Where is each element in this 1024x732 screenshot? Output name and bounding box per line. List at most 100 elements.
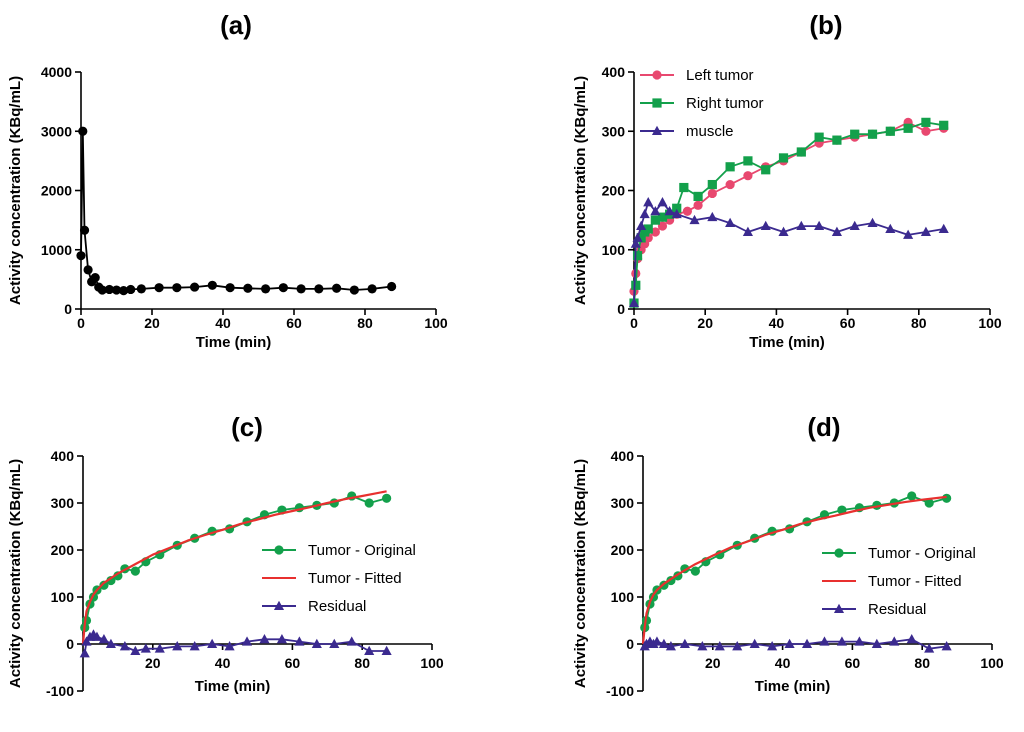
legend-marker [833,603,845,613]
legend-marker [652,98,662,108]
data-point [743,156,753,166]
series-b-2 [628,197,949,308]
data-point [632,232,643,242]
x-tick-label-a: 40 [215,315,231,331]
data-point [707,211,718,222]
data-point [329,638,340,648]
data-point [111,285,122,295]
data-point [938,223,949,233]
data-point [130,645,141,656]
series-line-c-1 [81,490,387,645]
x-tick-label-d: 60 [845,655,861,671]
data-point [784,638,795,648]
data-point [850,129,860,139]
data-point [920,226,931,236]
data-point [903,229,914,239]
y-tick-label-d: -100 [606,683,634,699]
x-tick-label-a: 20 [144,315,160,331]
data-point [778,153,789,163]
data-point [98,634,109,644]
series-a-0 [76,126,397,296]
data-point [261,284,271,294]
data-point [241,636,253,646]
y-axis-label-c: Activity concentration (KBq/mL) [7,459,24,688]
series-c-1 [81,490,387,645]
legend-label: Tumor - Fitted [868,573,962,590]
chart-panel-b: (b) 0 100 200 300 400 0 20 40 60 80 100 Time (min) Ac… [572,10,1002,351]
data-point [154,283,164,293]
data-point [849,220,860,231]
data-point [650,215,660,225]
series-c-2 [79,629,392,658]
legend-b: Left tumor Right tumor muscle [640,67,764,140]
legend-label: Residual [868,601,926,618]
data-point [885,223,896,233]
y-tick-label-a: 1000 [41,242,72,258]
data-point [867,217,878,228]
y-tick-label-b: 400 [602,64,626,80]
data-point [207,638,218,648]
panel-title-d: (d) [807,412,840,442]
x-tick-label-b: 100 [978,315,1002,331]
y-tick-label-c: 400 [51,448,75,464]
x-tick-label-c: 100 [420,655,444,671]
y-tick-label-a: 4000 [41,64,72,80]
legend-d: Tumor - Original Tumor - Fitted Residual [822,545,976,618]
data-point [831,226,842,236]
data-point [921,117,931,127]
data-point [91,631,103,641]
data-point [903,123,913,133]
legend-label: Tumor - Original [868,545,976,562]
x-axis-label-d: Time (min) [755,678,831,695]
data-point [119,641,130,651]
data-point [136,284,146,294]
data-point [907,491,917,501]
x-tick-label-b: 40 [769,315,785,331]
data-point [889,636,900,646]
data-point [761,165,771,175]
data-point [639,208,650,219]
data-point [679,182,689,193]
data-point [104,284,114,295]
data-point [364,498,374,508]
data-point [749,638,760,648]
y-tick-label-d: 100 [611,589,635,605]
data-point [814,132,824,142]
data-point [99,580,109,590]
data-point [767,641,778,651]
data-point [921,126,931,136]
data-point [796,147,806,157]
data-point [924,498,934,508]
y-axis-label-a: Activity concentration (KBq/mL) [7,76,24,305]
data-point [778,226,789,236]
y-tick-label-d: 300 [611,495,635,511]
data-point [650,205,661,216]
y-tick-label-a: 2000 [41,183,72,199]
data-point [190,282,200,292]
data-point [832,135,842,145]
series-line-d-1 [641,495,947,645]
data-point [364,645,375,656]
data-point [651,636,663,646]
y-tick-label-b: 200 [602,183,626,199]
data-point [81,636,92,646]
chart-panel-a: (a) 0 1000 2000 3000 4000 0 20 40 60 80 100 Time (mi… [7,10,448,351]
y-tick-label-b: 300 [602,123,626,139]
data-point [349,285,359,295]
legend-label: Right tumor [686,95,764,112]
data-point [296,284,306,294]
data-point [939,120,949,130]
data-point [119,286,129,296]
data-point [725,217,736,228]
x-tick-label-a: 0 [77,315,85,331]
data-point [276,634,287,644]
data-point [942,493,952,503]
data-point [725,179,735,190]
data-point [657,221,668,231]
data-point [941,641,952,651]
series-d-1 [641,495,947,645]
x-tick-label-d: 100 [980,655,1004,671]
data-point [819,636,830,646]
